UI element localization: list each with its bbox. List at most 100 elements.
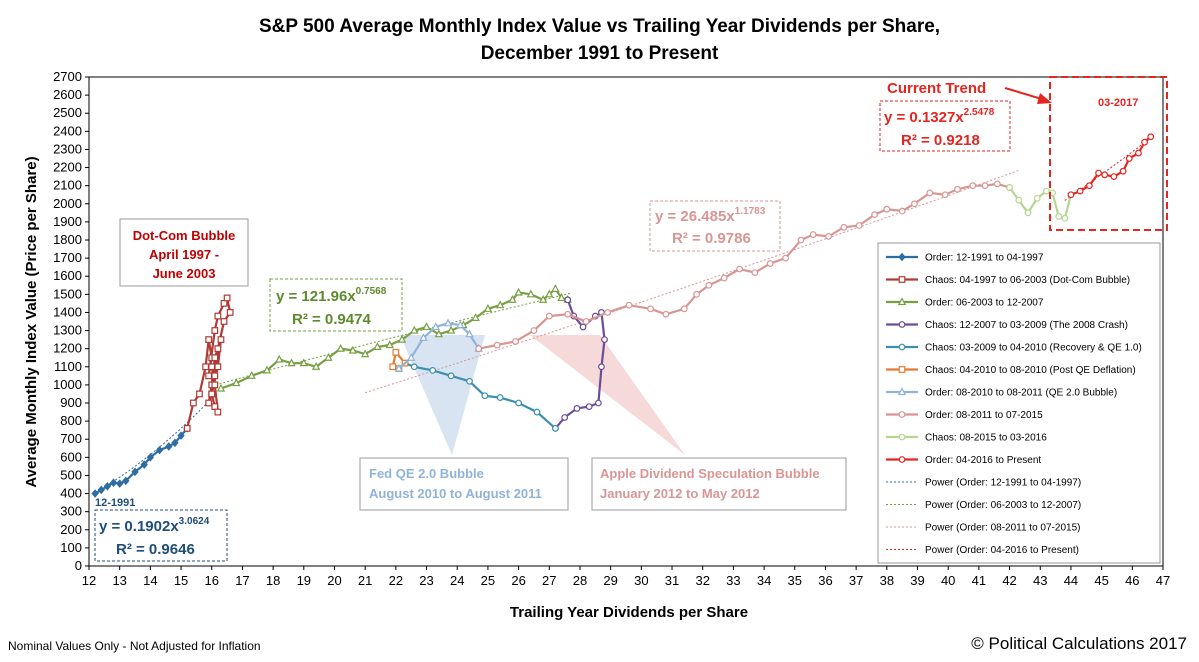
- data-point: [898, 276, 906, 283]
- data-point: [410, 363, 418, 371]
- trendline: [365, 169, 1019, 394]
- data-point: [954, 185, 961, 193]
- fed-box: [359, 457, 569, 511]
- data-point: [116, 479, 124, 488]
- data-point: [1033, 194, 1041, 202]
- y-tick-label: 400: [60, 486, 82, 501]
- series-line: [186, 294, 232, 429]
- x-tick-label: 42: [1002, 573, 1016, 588]
- data-point: [898, 433, 906, 441]
- fed-qe-bubble-shade: [400, 335, 485, 455]
- data-point: [561, 414, 569, 421]
- data-point: [211, 327, 219, 334]
- data-point: [131, 467, 139, 477]
- apple-label-2: January 2012 to May 2012: [600, 486, 760, 501]
- x-tick-label: 46: [1125, 573, 1139, 588]
- y-tick-label: 1600: [53, 268, 82, 283]
- red-eq-base: y = 0.1327x: [884, 109, 964, 126]
- data-point: [465, 329, 474, 338]
- y-tick-label: 500: [60, 467, 82, 482]
- series-line: [1070, 135, 1152, 196]
- red-equation: y = 0.1327x2.5478: [884, 107, 995, 126]
- data-point: [1110, 173, 1118, 181]
- data-point: [205, 399, 213, 407]
- x-tick-label: 13: [112, 573, 126, 588]
- green-r2: R² = 0.9474: [292, 311, 371, 328]
- data-point: [552, 424, 559, 432]
- y-tick-label: 300: [60, 504, 82, 519]
- data-point: [91, 489, 99, 498]
- data-point: [211, 372, 219, 380]
- data-point: [481, 392, 489, 400]
- data-point: [526, 289, 536, 298]
- dotcom-label-3: June 2003: [153, 266, 216, 281]
- data-point: [883, 205, 891, 213]
- data-point: [515, 399, 522, 407]
- data-point: [360, 349, 370, 358]
- green-eq-base: y = 121.96x: [276, 288, 356, 305]
- data-point: [898, 321, 906, 328]
- dotcom-label-1: Dot-Com Bubble: [133, 228, 236, 243]
- legend-label: Power (Order: 08-2011 to 07-2015): [925, 523, 1080, 534]
- data-point: [211, 354, 219, 362]
- data-point: [1076, 187, 1084, 195]
- data-point: [211, 403, 219, 411]
- y-tick-label: 1000: [53, 377, 82, 392]
- footer-note: Nominal Values Only - Not Adjusted for I…: [8, 639, 261, 653]
- data-point: [545, 312, 553, 320]
- data-point: [797, 236, 805, 244]
- green-eq-exp: 0.7568: [356, 286, 387, 297]
- data-point: [389, 363, 397, 371]
- data-point: [431, 322, 440, 331]
- x-tick-label: 25: [481, 573, 495, 588]
- data-point: [1006, 184, 1013, 191]
- data-point: [897, 387, 907, 396]
- data-point: [993, 180, 1001, 188]
- legend-label: Chaos: 03-2009 to 04-2010 (Recovery & QE…: [925, 343, 1142, 354]
- data-point: [530, 327, 538, 334]
- apple-bubble-shade: [530, 335, 685, 455]
- current-trend-arrowhead: [1037, 93, 1052, 104]
- x-tick-label: 12: [82, 573, 96, 588]
- fed-label-1: Fed QE 2.0 Bubble: [369, 466, 484, 481]
- data-point: [493, 341, 501, 349]
- data-point: [214, 363, 222, 371]
- data-point: [232, 378, 241, 387]
- data-point: [410, 325, 419, 334]
- data-point: [545, 289, 554, 298]
- data-point: [146, 453, 155, 462]
- bubble-shading-layer: [400, 335, 685, 455]
- data-point: [551, 284, 560, 292]
- legend-label: Order: 12-1991 to 04-1997: [925, 253, 1044, 264]
- plot-area: [88, 76, 1164, 567]
- data-point: [1015, 196, 1023, 204]
- series-line: [404, 362, 557, 430]
- data-point: [385, 340, 394, 349]
- legend-label: Power (Order: 06-2003 to 12-2007): [925, 500, 1081, 511]
- data-point: [165, 442, 173, 451]
- data-point: [216, 383, 226, 392]
- legend-label: Chaos: 08-2015 to 03-2016: [925, 433, 1047, 444]
- data-point: [196, 390, 203, 398]
- data-point: [898, 252, 906, 262]
- x-tick-label: 30: [634, 573, 648, 588]
- data-point: [898, 411, 906, 418]
- blue-eq-exp: 3.0624: [179, 516, 210, 527]
- data-point: [1101, 171, 1109, 179]
- y-tick-label: 2600: [53, 87, 82, 102]
- data-point: [208, 390, 216, 398]
- trendline: [211, 292, 571, 387]
- current-trend-label: Current Trend: [887, 80, 986, 97]
- x-tick-label: 21: [358, 573, 372, 588]
- data-point: [840, 223, 848, 231]
- data-point: [1042, 187, 1050, 195]
- data-point: [898, 366, 906, 373]
- data-point: [514, 287, 523, 296]
- x-tick-label: 18: [266, 573, 280, 588]
- y-tick-label: 1300: [53, 323, 82, 338]
- data-point: [601, 336, 608, 344]
- x-tick-label: 29: [603, 573, 617, 588]
- data-point: [189, 399, 197, 407]
- data-point: [751, 269, 759, 277]
